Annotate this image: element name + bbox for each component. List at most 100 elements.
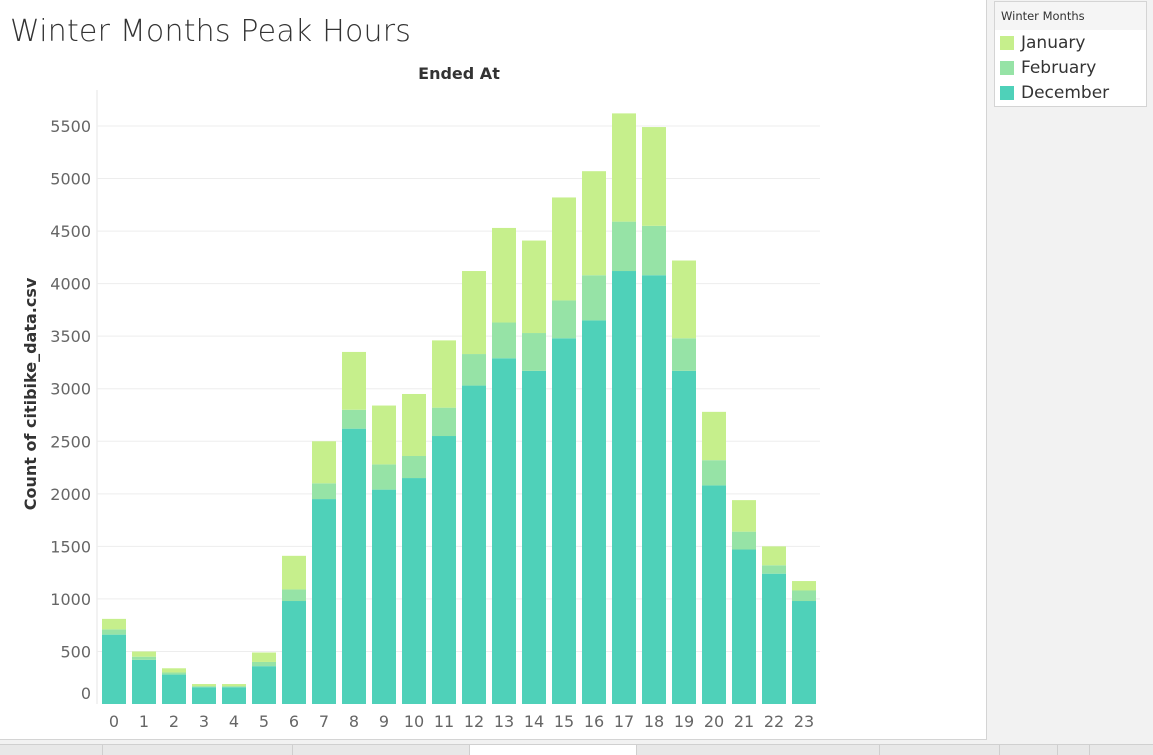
bar-segment-january[interactable]	[792, 581, 816, 591]
x-tick-label: 15	[554, 712, 574, 731]
bar-segment-february[interactable]	[582, 275, 606, 321]
bar-segment-december[interactable]	[282, 601, 306, 704]
bar-segment-december[interactable]	[432, 436, 456, 704]
color-legend[interactable]: Winter Months January February December	[994, 1, 1147, 107]
bar-segment-january[interactable]	[162, 668, 186, 673]
bar-segment-february[interactable]	[792, 590, 816, 602]
bar-segment-january[interactable]	[132, 651, 156, 657]
bar-segment-december[interactable]	[642, 275, 666, 704]
sheet-tab[interactable]	[1058, 745, 1090, 755]
sheet-tab-active[interactable]	[470, 745, 637, 755]
bar-segment-january[interactable]	[702, 411, 726, 461]
y-tick-label: 4000	[50, 275, 91, 294]
sheet-tab[interactable]	[1000, 745, 1058, 755]
bar-segment-january[interactable]	[252, 652, 276, 662]
bar-segment-december[interactable]	[132, 659, 156, 704]
bar-segment-january[interactable]	[522, 240, 546, 334]
bar-segment-february[interactable]	[102, 629, 126, 635]
x-tick-label: 14	[524, 712, 544, 731]
sheet-tab[interactable]	[0, 745, 103, 755]
sheet-title: Winter Months Peak Hours	[10, 14, 412, 49]
sheet-tab[interactable]	[293, 745, 470, 755]
x-tick-label: 6	[289, 712, 299, 731]
bar-segment-december[interactable]	[342, 428, 366, 704]
bar-segment-february[interactable]	[312, 483, 336, 500]
bar-segment-january[interactable]	[372, 405, 396, 465]
bar-segment-february[interactable]	[372, 464, 396, 490]
legend-item-february[interactable]: February	[995, 55, 1146, 80]
sheet-tab[interactable]	[880, 745, 1000, 755]
bar-segment-february[interactable]	[552, 300, 576, 339]
bar-segment-february[interactable]	[132, 656, 156, 660]
bar-segment-february[interactable]	[162, 672, 186, 675]
bar-segment-february[interactable]	[702, 460, 726, 486]
bar-segment-january[interactable]	[612, 113, 636, 222]
legend-swatch	[1000, 35, 1014, 50]
bar-segment-january[interactable]	[492, 227, 516, 323]
bar-segment-january[interactable]	[432, 340, 456, 408]
bar-segment-december[interactable]	[522, 370, 546, 704]
x-tick-label: 1	[139, 712, 149, 731]
legend-label: December	[1021, 82, 1110, 103]
sheet-tab[interactable]	[103, 745, 293, 755]
bar-segment-february[interactable]	[762, 565, 786, 574]
bar-segment-december[interactable]	[492, 358, 516, 704]
bar-segment-february[interactable]	[462, 354, 486, 386]
bar-segment-december[interactable]	[612, 271, 636, 704]
bar-segment-december[interactable]	[102, 634, 126, 704]
bar-segment-february[interactable]	[642, 225, 666, 276]
bar-segment-january[interactable]	[282, 555, 306, 590]
x-tick-label: 20	[704, 712, 724, 731]
bar-segment-february[interactable]	[252, 661, 276, 667]
x-tick-label: 4	[229, 712, 239, 731]
bar-segment-december[interactable]	[162, 674, 186, 704]
legend-swatch	[1000, 60, 1014, 75]
x-tick-label: 22	[764, 712, 784, 731]
bar-segment-january[interactable]	[462, 271, 486, 355]
bar-segment-december[interactable]	[312, 499, 336, 704]
bar-segment-december[interactable]	[462, 385, 486, 704]
bar-segment-january[interactable]	[342, 351, 366, 410]
bar-segment-january[interactable]	[552, 197, 576, 301]
bar-segment-january[interactable]	[672, 260, 696, 339]
bar-segment-january[interactable]	[312, 441, 336, 484]
bar-segment-february[interactable]	[342, 409, 366, 429]
bar-segment-december[interactable]	[372, 489, 396, 704]
bar-segment-february[interactable]	[282, 589, 306, 602]
bar-segment-december[interactable]	[792, 601, 816, 704]
bar-segment-december[interactable]	[672, 370, 696, 704]
bar-segment-december[interactable]	[552, 338, 576, 704]
legend-item-december[interactable]: December	[995, 80, 1146, 105]
bar-segment-february[interactable]	[192, 686, 216, 688]
bar-segment-february[interactable]	[672, 338, 696, 371]
bar-segment-december[interactable]	[252, 666, 276, 704]
bar-segment-january[interactable]	[732, 500, 756, 532]
bar-segment-december[interactable]	[762, 573, 786, 704]
bar-segment-december[interactable]	[732, 549, 756, 704]
sheet-tab[interactable]	[637, 745, 880, 755]
bar-segment-december[interactable]	[582, 320, 606, 704]
bar-segment-february[interactable]	[222, 686, 246, 688]
bar-segment-february[interactable]	[402, 455, 426, 479]
legend-item-january[interactable]: January	[995, 30, 1146, 55]
x-tick-labels: 0 1 2 3 4 5 6 7 8 9 10 11 12 13 14 15 16 17 18 19 20 21 22 23	[109, 712, 814, 731]
bar-segment-december[interactable]	[402, 478, 426, 704]
bar-segment-december[interactable]	[702, 485, 726, 704]
bar-segment-january[interactable]	[102, 618, 126, 630]
bar-segment-february[interactable]	[522, 333, 546, 371]
bar-segment-january[interactable]	[582, 171, 606, 276]
bar-segment-january[interactable]	[402, 393, 426, 456]
bar-segment-january[interactable]	[192, 684, 216, 687]
bar-segment-january[interactable]	[222, 684, 246, 687]
bar-segment-january[interactable]	[642, 127, 666, 226]
x-tick-label: 10	[404, 712, 424, 731]
bar-segment-february[interactable]	[432, 407, 456, 437]
legend-label: January	[1021, 32, 1086, 53]
bar-segment-december[interactable]	[192, 687, 216, 704]
bar-segment-february[interactable]	[612, 221, 636, 272]
sheet-tab-strip	[0, 744, 1153, 755]
bar-segment-february[interactable]	[492, 322, 516, 359]
bar-segment-december[interactable]	[222, 687, 246, 704]
bar-segment-february[interactable]	[732, 531, 756, 550]
bar-segment-january[interactable]	[762, 546, 786, 566]
